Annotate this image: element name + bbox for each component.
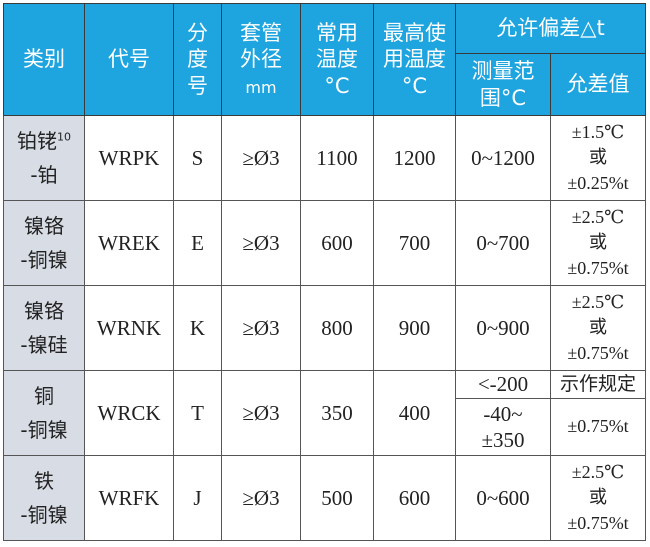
normal-temp-cell: 500	[300, 455, 374, 541]
max-temp-cell: 700	[373, 200, 456, 286]
table-row: 铂铑10 -铂 WRPK S ≥Ø3 1100 1200 0~1200 ±1.5℃…	[3, 115, 647, 201]
code-cell: WRNK	[84, 285, 174, 371]
grade-cell: J	[173, 455, 222, 541]
sheath-cell: ≥Ø3	[221, 115, 301, 201]
header-range: 测量范 围°C	[455, 53, 551, 116]
grade-cell: E	[173, 200, 222, 286]
max-temp-cell: 900	[373, 285, 456, 371]
thermocouple-spec-table: 类别 代号 分度号 套管 外径 mm 常用 温度 °C 最高使 用温度 °C 允许偏差△t …	[3, 3, 647, 541]
range-cell: 0~1200	[455, 115, 551, 201]
header-normal-temp: 常用 温度 °C	[300, 3, 374, 116]
range-cell: -40~ ±350	[455, 398, 551, 456]
tolerance-cell: 示作规定	[549, 370, 647, 399]
header-code: 代号	[84, 3, 174, 116]
code-cell: WREK	[84, 200, 174, 286]
table-row: 铁 -铜镍 WRFK J ≥Ø3 500 600 0~600 ±2.5℃ 或 ±0.7…	[3, 455, 647, 541]
tolerance-cell: ±2.5℃ 或 ±0.75%t	[549, 285, 647, 371]
category-cell: 铁 -铜镍	[3, 455, 85, 541]
max-temp-cell: 600	[373, 455, 456, 541]
normal-temp-cell: 350	[300, 370, 374, 456]
max-temp-cell: 400	[373, 370, 456, 456]
tolerance-cell: ±1.5℃ 或 ±0.25%t	[549, 115, 647, 201]
table-row: 铜 -铜镍 WRCK T ≥Ø3 350 400 <-200 示作规定	[3, 370, 647, 456]
grade-cell: K	[173, 285, 222, 371]
grade-cell: T	[173, 370, 222, 456]
tolerance-cell: ±2.5℃ 或 ±0.75%t	[549, 455, 647, 541]
code-cell: WRFK	[84, 455, 174, 541]
header-tolerance: 允许偏差△t	[454, 3, 647, 54]
range-cell: <-200	[455, 370, 551, 399]
range-cell: 0~900	[455, 285, 551, 371]
normal-temp-cell: 600	[300, 200, 374, 286]
grade-cell: S	[173, 115, 222, 201]
sheath-cell: ≥Ø3	[221, 285, 301, 371]
sheath-cell: ≥Ø3	[221, 200, 301, 286]
sheath-cell: ≥Ø3	[221, 370, 301, 456]
table-row: 镍铬 -镍硅 WRNK K ≥Ø3 800 900 0~900 ±2.5℃ 或 ±0.…	[3, 285, 647, 371]
header-grade: 分度号	[173, 3, 222, 116]
category-cell: 镍铬 -铜镍	[3, 200, 85, 286]
code-cell: WRCK	[84, 370, 174, 456]
normal-temp-cell: 1100	[300, 115, 374, 201]
normal-temp-cell: 800	[300, 285, 374, 371]
max-temp-cell: 1200	[373, 115, 456, 201]
range-cell: 0~600	[455, 455, 551, 541]
header-max-temp: 最高使 用温度 °C	[373, 3, 456, 116]
category-cell: 镍铬 -镍硅	[3, 285, 85, 371]
header-value: 允差值	[549, 53, 647, 116]
header-sheath: 套管 外径 mm	[221, 3, 301, 116]
tolerance-cell: ±0.75%t	[549, 398, 647, 456]
category-cell: 铜 -铜镍	[3, 370, 85, 456]
code-cell: WRPK	[84, 115, 174, 201]
category-cell: 铂铑10 -铂	[3, 115, 85, 201]
header-category: 类别	[3, 3, 85, 116]
tolerance-cell: ±2.5℃ 或 ±0.75%t	[549, 200, 647, 286]
sheath-cell: ≥Ø3	[221, 455, 301, 541]
table-row: 镍铬 -铜镍 WREK E ≥Ø3 600 700 0~700 ±2.5℃ 或 ±0.…	[3, 200, 647, 286]
range-cell: 0~700	[455, 200, 551, 286]
